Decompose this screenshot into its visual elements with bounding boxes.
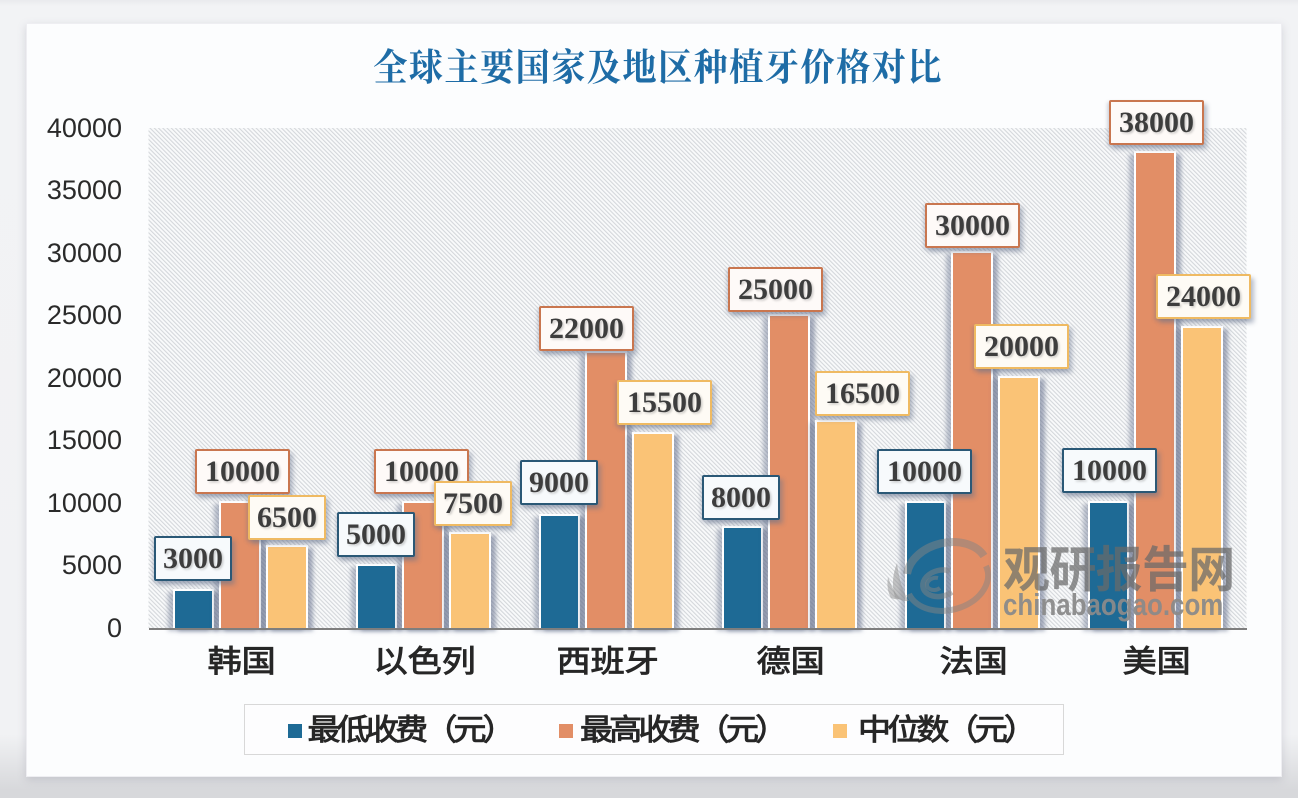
svg-text:chinabaogao.com: chinabaogao.com: [1003, 587, 1223, 621]
